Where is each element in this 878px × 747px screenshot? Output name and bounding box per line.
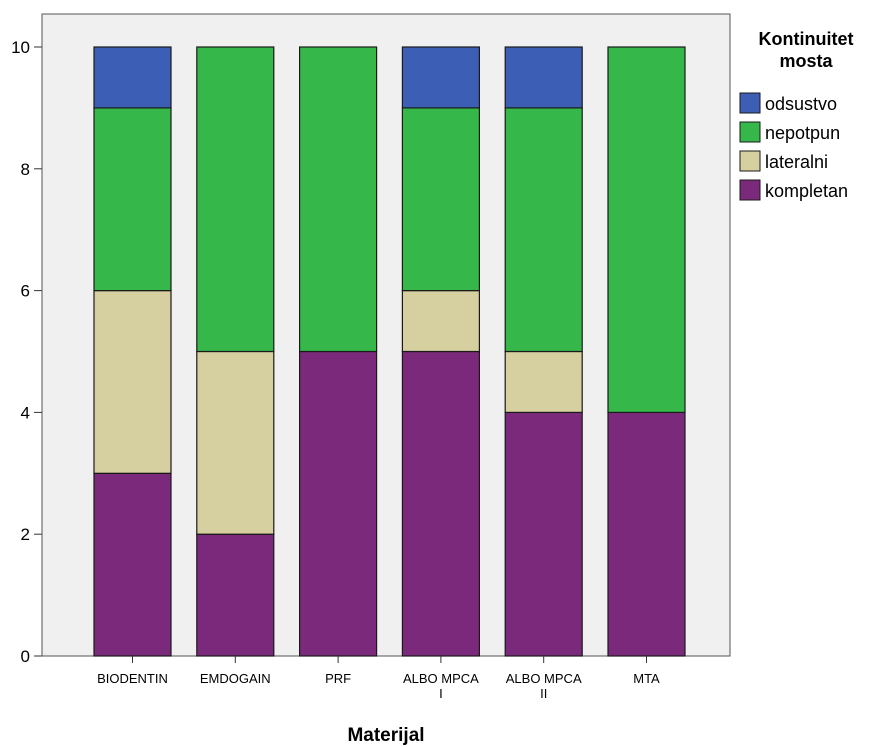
- y-tick-label: 2: [21, 525, 30, 544]
- y-tick-label: 6: [21, 282, 30, 301]
- bar-segment: [93, 290, 172, 474]
- bar-segment: [607, 411, 686, 657]
- bar-segment: [93, 46, 172, 109]
- legend-swatch: [739, 179, 761, 201]
- x-tick-label: EMDOGAIN: [200, 671, 271, 686]
- bar-segment: [196, 46, 275, 353]
- x-tick-label: ALBO MPCA I: [403, 671, 479, 701]
- bar-segment: [196, 533, 275, 657]
- bar-segment: [504, 350, 583, 414]
- y-axis: 0 2 4 6 8 10: [11, 38, 42, 666]
- bar-segment: [299, 46, 378, 353]
- bar-segment: [93, 472, 172, 657]
- bar-segment: [401, 350, 480, 657]
- bar-segment: [504, 46, 583, 109]
- bar-segment: [299, 350, 378, 657]
- bar-segment: [401, 290, 480, 353]
- legend-label: lateralni: [765, 152, 828, 172]
- legend-title: Kontinuitet mosta: [759, 29, 854, 71]
- bar-segment: [504, 411, 583, 657]
- legend-label: nepotpun: [765, 123, 840, 143]
- bar-segment: [196, 350, 275, 535]
- y-tick-label: 0: [21, 647, 30, 666]
- x-axis-title: Materijal: [347, 725, 424, 746]
- x-tick-label: PRF: [325, 671, 351, 686]
- bars-layer: [93, 46, 686, 657]
- bar-segment: [607, 46, 686, 413]
- bar-segment: [504, 107, 583, 353]
- bar-segment: [401, 46, 480, 109]
- x-tick-label: ALBO MPCA II: [506, 671, 582, 701]
- x-tick-label: BIODENTIN: [97, 671, 168, 686]
- y-tick-label: 10: [11, 38, 30, 57]
- bar-segment: [93, 107, 172, 292]
- x-tick-label: MTA: [633, 671, 660, 686]
- legend-swatch: [739, 121, 761, 143]
- bar-segment: [401, 107, 480, 292]
- legend: Kontinuitet mosta odsustvo nepotpun lateraln…: [739, 29, 854, 201]
- legend-swatch: [739, 92, 761, 114]
- y-tick-label: 8: [21, 160, 30, 179]
- legend-swatch: [739, 150, 761, 172]
- legend-label: odsustvo: [765, 94, 837, 114]
- x-axis: BIODENTIN EMDOGAIN PRF ALBO MPCA I ALBO MPCA I…: [97, 656, 660, 701]
- y-tick-label: 4: [21, 403, 30, 422]
- legend-label: kompletan: [765, 181, 848, 201]
